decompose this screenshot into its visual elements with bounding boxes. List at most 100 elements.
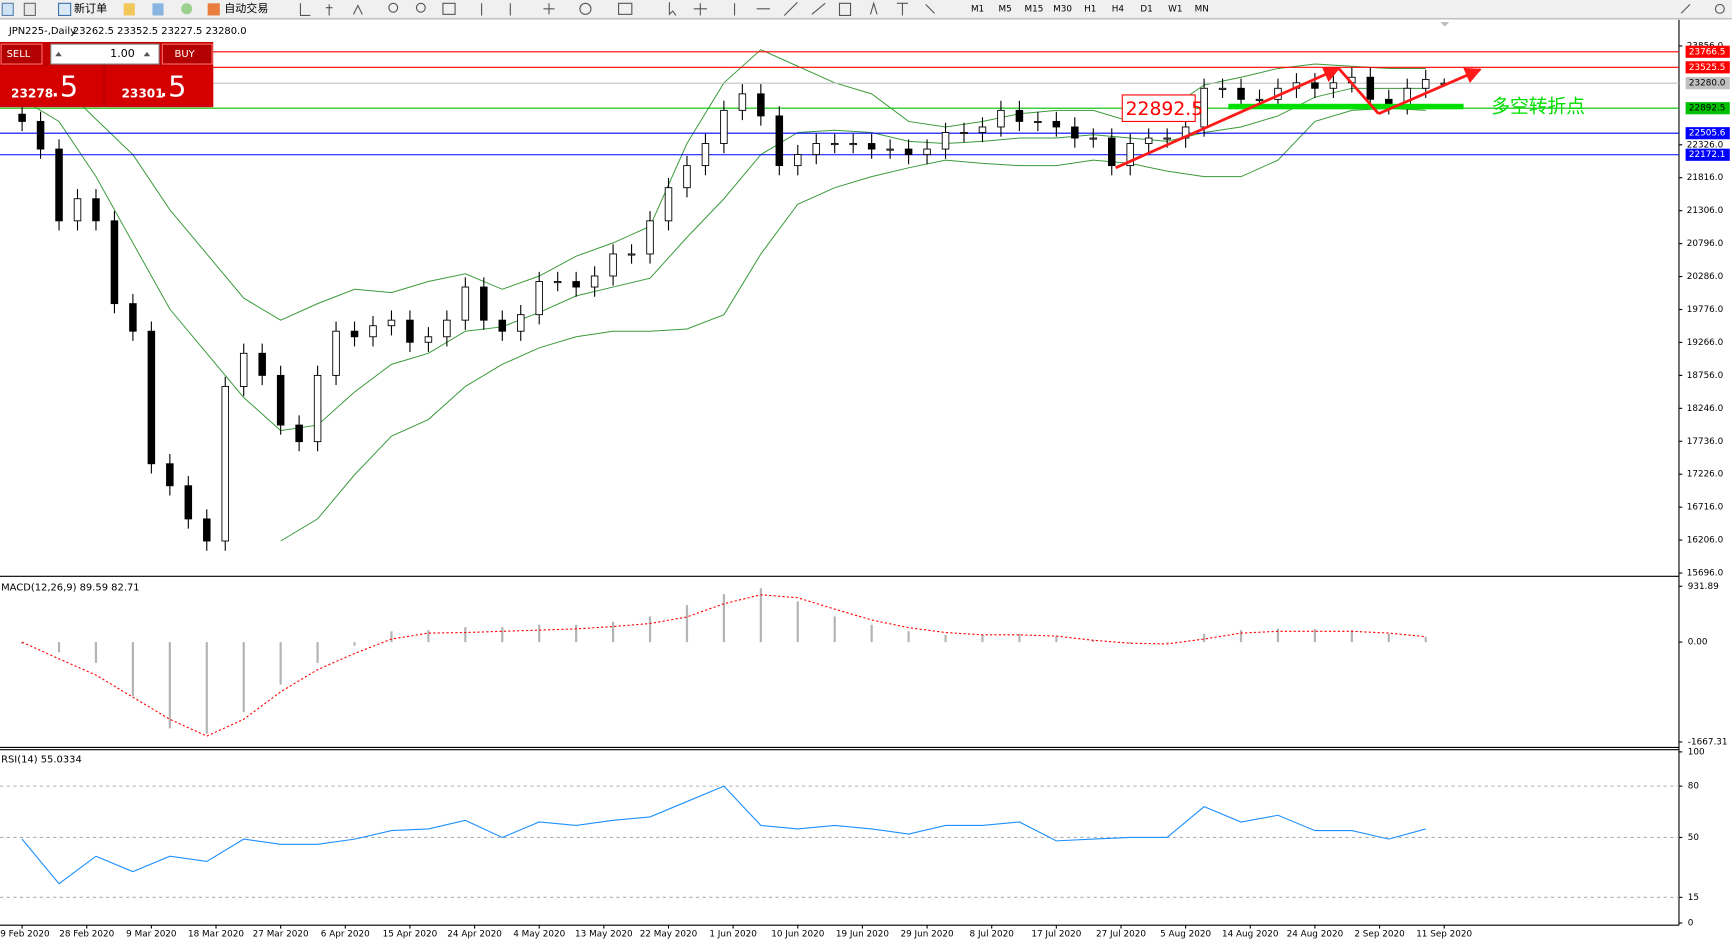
y-tick-label: 19266.0 <box>1687 338 1724 348</box>
x-tick-label: 27 Mar 2020 <box>253 930 309 940</box>
trend-arrow <box>1337 67 1380 115</box>
timeframe-button[interactable]: MN <box>1195 4 1209 14</box>
x-tick-label: 6 Apr 2020 <box>321 930 370 940</box>
candle-body <box>683 165 691 189</box>
y-tick-label: 21816.0 <box>1687 173 1724 183</box>
buy-price-button[interactable] <box>106 66 214 108</box>
zoom-out[interactable] <box>415 2 426 13</box>
candle-body <box>867 143 876 150</box>
y-tick-label: 15696.0 <box>1687 569 1724 579</box>
y-tick-label: 15 <box>1688 893 1699 903</box>
macd-title: MACD(12,26,9) 89.59 82.71 <box>1 582 140 593</box>
chart-title: JPN225-,Daily <box>8 26 76 37</box>
annotation: 多空转折点 <box>1491 96 1585 118</box>
candle-body <box>812 143 821 155</box>
sell-button[interactable] <box>0 43 43 65</box>
auto-trading-icon[interactable] <box>207 3 220 16</box>
lots-input[interactable] <box>50 43 160 65</box>
x-tick-label: 14 Aug 2020 <box>1222 930 1279 940</box>
support-zone <box>1228 103 1464 110</box>
candle-body <box>738 93 747 111</box>
level-tag <box>1685 148 1730 161</box>
trade-panel: SELL 1.00 BUY 23278 .5 23301 .5 <box>0 41 214 108</box>
candle-body <box>664 187 673 222</box>
periods[interactable] <box>579 2 592 15</box>
candle-body <box>258 352 266 376</box>
y-tick-label: 17736.0 <box>1687 437 1724 447</box>
x-tick-label: 2 Sep 2020 <box>1354 930 1405 940</box>
candle-body <box>572 281 580 288</box>
timeframe-button[interactable]: M1 <box>971 4 984 14</box>
level-tag <box>1685 61 1730 74</box>
timeframe-button[interactable]: M5 <box>999 4 1012 14</box>
y-tick-label: 20286.0 <box>1687 272 1724 282</box>
y-tick-label: 50 <box>1688 833 1700 843</box>
timeframe-button[interactable]: H1 <box>1084 4 1096 14</box>
candle-body <box>1421 78 1430 89</box>
candle-body <box>73 198 82 222</box>
candle-body <box>480 286 488 321</box>
candle-body <box>1034 120 1042 123</box>
candle-body <box>443 319 451 338</box>
y-tick-label: 21306.0 <box>1687 206 1724 216</box>
x-tick-label: 1 Jun 2020 <box>709 930 757 940</box>
settings[interactable] <box>1714 3 1725 14</box>
candle-body <box>849 143 857 146</box>
candle-body <box>609 253 617 277</box>
candle-body <box>535 281 543 316</box>
x-tick-label: 19 Feb 2020 <box>0 930 50 940</box>
templates[interactable] <box>618 2 633 15</box>
x-tick-label: 9 Mar 2020 <box>126 930 177 940</box>
x-tick-label: 27 Jul 2020 <box>1096 930 1146 940</box>
candle-body <box>1015 109 1024 122</box>
scroll-icons[interactable] <box>481 3 555 16</box>
ask-fraction: .5 <box>159 69 186 103</box>
x-tick-label: 24 Apr 2020 <box>447 930 502 940</box>
tool-icons <box>299 1 1725 17</box>
icon[interactable] <box>23 2 36 17</box>
x-tick-label: 13 May 2020 <box>575 930 633 940</box>
rsi-title: RSI(14) 55.0334 <box>1 755 82 766</box>
candle-body <box>332 330 340 376</box>
y-tick-label: 18756.0 <box>1687 371 1724 381</box>
candle-body <box>92 198 100 222</box>
auto-trading-button[interactable]: 自动交易 <box>224 1 268 15</box>
candle-body <box>830 143 839 146</box>
timeframe-button[interactable]: M15 <box>1024 4 1043 14</box>
sell-price-button[interactable] <box>0 66 103 108</box>
timeframe-button[interactable]: W1 <box>1168 4 1182 14</box>
candle-body <box>960 132 968 135</box>
chart-type-icons[interactable] <box>299 3 363 17</box>
candle-body <box>350 330 359 338</box>
y-tick-label: 16716.0 <box>1687 503 1724 513</box>
y-tick-label: 931.89 <box>1688 582 1719 592</box>
search[interactable] <box>1680 4 1691 14</box>
ohlc-header: 23262.5 23352.5 23227.5 23280.0 <box>73 26 247 37</box>
candle-body <box>1366 76 1375 100</box>
icon[interactable] <box>1 2 14 17</box>
drawing-tools[interactable] <box>668 1 935 17</box>
candle-body <box>1218 87 1227 90</box>
candle-body <box>1126 143 1134 167</box>
level-label: 23766.5 <box>1689 47 1726 57</box>
candle-body <box>406 319 414 343</box>
icon[interactable] <box>152 3 164 16</box>
candle-body <box>701 143 710 167</box>
x-tick-label: 17 Jul 2020 <box>1031 930 1081 940</box>
icon[interactable] <box>123 3 135 16</box>
timeframe-button[interactable]: D1 <box>1140 4 1152 14</box>
icon[interactable] <box>181 3 193 15</box>
new-order-button[interactable]: 新订单 <box>74 1 107 15</box>
y-tick-label: 20796.0 <box>1687 239 1724 249</box>
candle-body <box>369 325 377 338</box>
timeframe-button[interactable]: H4 <box>1112 4 1125 14</box>
level-tag <box>1685 127 1730 140</box>
candle-body <box>590 275 599 288</box>
timeframe-button[interactable]: M30 <box>1053 4 1072 14</box>
buy-button[interactable] <box>161 43 213 65</box>
tile[interactable] <box>442 2 456 15</box>
candle-body <box>203 518 211 542</box>
zoom-in[interactable] <box>388 2 399 13</box>
new-order-icon[interactable] <box>57 2 72 17</box>
